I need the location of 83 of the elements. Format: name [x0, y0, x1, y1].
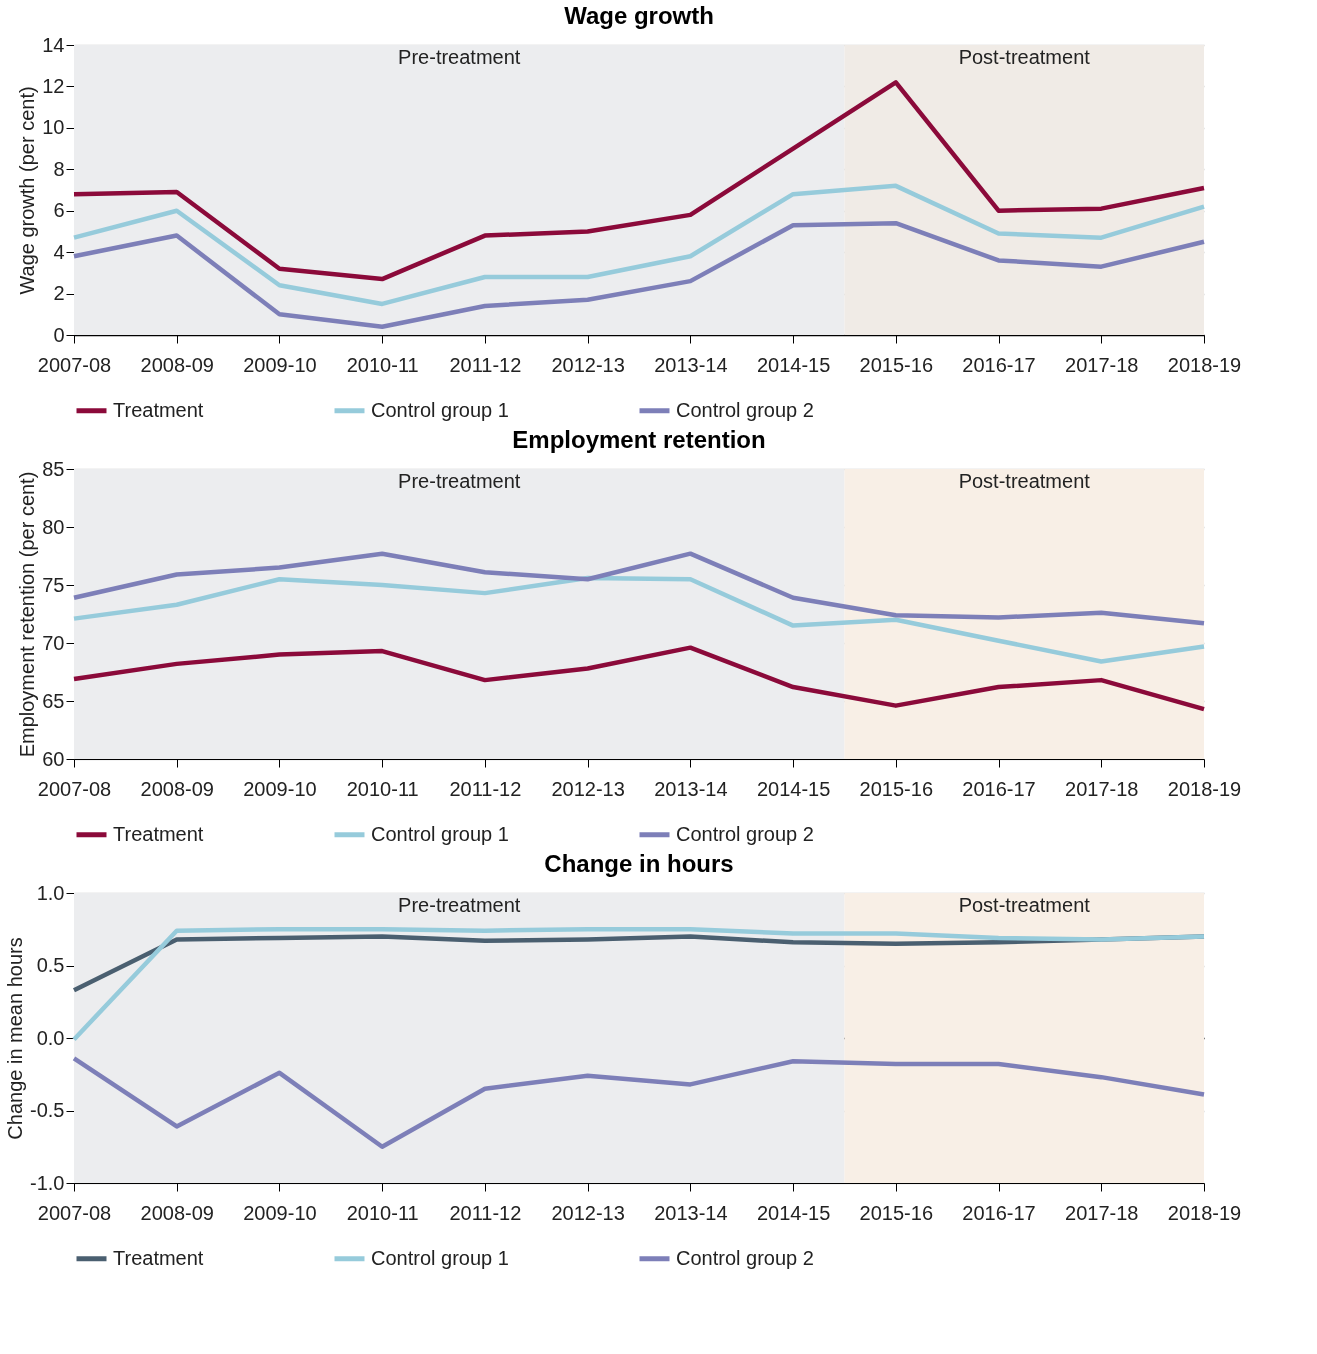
x-tick-label: 2018-19: [1167, 1201, 1242, 1224]
y-axis-title: Change in mean hours: [4, 937, 27, 1140]
y-tick-label: 2: [53, 282, 65, 305]
y-tick-label: 75: [42, 573, 65, 596]
y-tick-label: 65: [42, 689, 65, 712]
legend-label: Control group 1: [371, 398, 509, 421]
x-tick-label: 2015-16: [859, 777, 934, 800]
x-tick-label: 2008-09: [140, 777, 214, 800]
line-series: [71, 551, 1207, 626]
x-tick-label: 2014-15: [756, 353, 831, 376]
legend-label: Control group 2: [676, 822, 814, 845]
y-tick-label: 0.5: [36, 954, 65, 976]
x-tick-label: 2007-08: [37, 777, 112, 800]
y-tick-label: 6: [53, 199, 65, 222]
band-label: Post-treatment: [958, 894, 1091, 916]
x-tick-label: 2018-19: [1167, 353, 1242, 376]
x-tick-label: 2012-13: [551, 353, 625, 376]
y-tick-label: 8: [53, 157, 65, 180]
x-tick-label: 2008-09: [140, 353, 214, 376]
band-label: Post-treatment: [958, 46, 1091, 68]
band-label: Pre-treatment: [398, 894, 521, 916]
y-tick-label: 70: [42, 631, 65, 654]
legend-label: Treatment: [113, 398, 204, 421]
x-tick-label: 2017-18: [1065, 777, 1139, 800]
x-tick-label: 2007-08: [37, 353, 112, 376]
y-tick-label: 85: [42, 457, 65, 480]
x-tick-label: 2014-15: [756, 1201, 831, 1224]
x-tick-label: 2013-14: [654, 777, 728, 800]
line-series: [71, 645, 1207, 712]
y-tick-label: 10: [42, 116, 65, 139]
x-tick-label: 2010-11: [346, 353, 419, 376]
x-tick-label: 2009-10: [243, 1201, 317, 1224]
legend-label: Treatment: [113, 1246, 204, 1269]
y-tick-label: 60: [42, 747, 65, 770]
chart-title: Wage growth: [564, 2, 714, 29]
y-tick-label: -0.5: [30, 1099, 65, 1121]
y-tick-label: 0.0: [36, 1026, 65, 1049]
x-tick-label: 2012-13: [551, 777, 625, 800]
y-tick-label: 1.0: [36, 881, 65, 904]
x-tick-label: 2016-17: [962, 1201, 1036, 1224]
chart-title: Employment retention: [512, 426, 766, 453]
line-series: [71, 183, 1207, 307]
legend-label: Control group 2: [676, 398, 814, 421]
x-tick-label: 2015-16: [859, 1201, 934, 1224]
x-tick-label: 2013-14: [654, 1201, 728, 1224]
x-tick-label: 2009-10: [243, 777, 317, 800]
line-series: [71, 220, 1207, 329]
x-tick-label: 2011-12: [449, 1201, 522, 1224]
legend-label: Treatment: [113, 822, 204, 845]
legend-label: Control group 1: [371, 822, 509, 845]
x-tick-label: 2007-08: [37, 1201, 112, 1224]
line-series: [71, 1056, 1207, 1149]
y-axis-title: Employment retention (per cent): [16, 471, 39, 758]
chart-title: Change in hours: [544, 850, 734, 877]
y-tick-label: 14: [42, 33, 65, 56]
x-tick-label: 2015-16: [859, 353, 934, 376]
x-tick-label: 2012-13: [551, 1201, 625, 1224]
y-tick-label: -1.0: [30, 1171, 65, 1194]
y-tick-label: 4: [53, 240, 65, 263]
legend-label: Control group 1: [371, 1246, 509, 1269]
x-tick-label: 2013-14: [654, 353, 728, 376]
band-label: Pre-treatment: [398, 470, 521, 492]
x-tick-label: 2011-12: [449, 777, 522, 800]
y-tick-label: 80: [42, 515, 65, 538]
x-tick-label: 2009-10: [243, 353, 317, 376]
y-tick-label: 12: [42, 74, 65, 97]
x-tick-label: 2016-17: [962, 353, 1036, 376]
x-tick-label: 2010-11: [346, 777, 419, 800]
line-series: [71, 575, 1207, 664]
x-tick-label: 2010-11: [346, 1201, 419, 1224]
x-tick-label: 2008-09: [140, 1201, 214, 1224]
y-axis-title: Wage growth (per cent): [16, 86, 39, 295]
x-tick-label: 2016-17: [962, 777, 1036, 800]
x-tick-label: 2017-18: [1065, 353, 1139, 376]
x-tick-label: 2017-18: [1065, 1201, 1139, 1224]
band-label: Post-treatment: [958, 470, 1091, 492]
x-tick-label: 2011-12: [449, 353, 522, 376]
legend-label: Control group 2: [676, 1246, 814, 1269]
band-label: Pre-treatment: [398, 46, 521, 68]
x-tick-label: 2018-19: [1167, 777, 1242, 800]
x-tick-label: 2014-15: [756, 777, 831, 800]
line-series: [71, 80, 1207, 282]
y-tick-label: 0: [53, 323, 65, 346]
